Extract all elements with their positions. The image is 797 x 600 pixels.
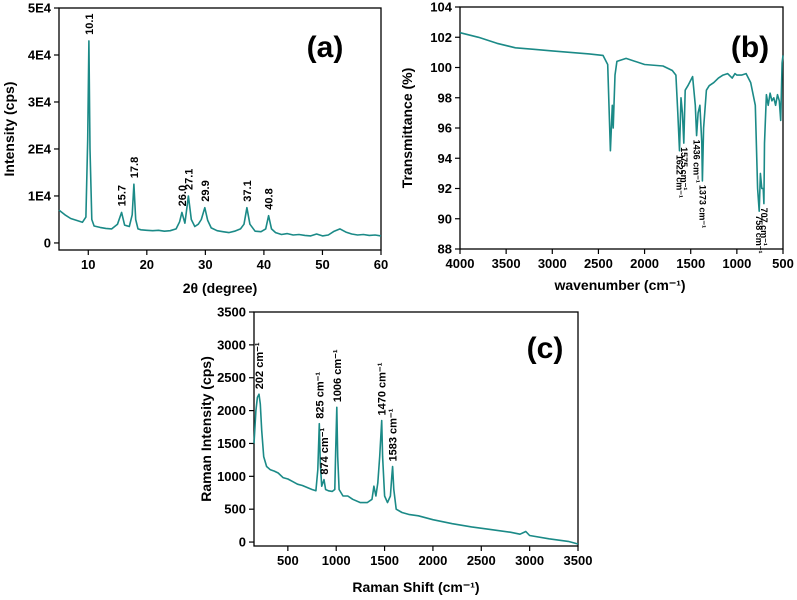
panel-c-x-axis-title: Raman Shift (cm⁻¹) — [352, 579, 479, 595]
x-tick-label: 3000 — [515, 553, 544, 568]
y-tick-label: 0 — [239, 535, 246, 550]
x-tick-label: 40 — [257, 257, 271, 272]
peak-label: 758 cm⁻¹ — [754, 215, 764, 253]
y-tick-label: 100 — [430, 60, 452, 75]
panel-c-peak-labels: 202 cm⁻¹ 825 cm⁻¹ 874 cm⁻¹ 1006 cm⁻¹ 1470 cm… — [254, 342, 400, 475]
x-tick-label: 2500 — [584, 256, 613, 271]
x-tick-label: 10 — [81, 257, 95, 272]
panel-a-plot-frame — [58, 7, 382, 251]
peak-label: 27.1 — [183, 169, 195, 190]
x-tick-label: 30 — [198, 257, 212, 272]
panel-a-y-axis-title: Intensity (cps) — [1, 82, 17, 177]
y-tick-label: 3500 — [217, 305, 246, 320]
y-tick-label: 4E4 — [28, 47, 52, 62]
x-tick-label: 3500 — [492, 256, 521, 271]
y-tick-label: 90 — [438, 211, 452, 226]
peak-label: 15.7 — [117, 185, 129, 206]
panel-c-y-axis-title: Raman Intensity (cps) — [198, 356, 214, 501]
x-tick-label: 50 — [315, 257, 329, 272]
panel-a-peak-labels: 10.1 15.717.8 26.027.1 29.9 37.1 40.8 — [84, 13, 276, 209]
peak-label: 874 cm⁻¹ — [319, 427, 331, 474]
panel-c-ticks: 500 1000 1500 2000 2500 3000 3500 0 500 1000 1500 2… — [217, 305, 592, 569]
peak-label: 37.1 — [242, 180, 254, 201]
panel-a-label: (a) — [307, 31, 344, 64]
panel-c-raman-trace — [253, 393, 579, 545]
x-tick-label: 2000 — [630, 256, 659, 271]
x-tick-label: 1500 — [370, 553, 399, 568]
x-tick-label: 60 — [374, 257, 388, 272]
panel-a-x-axis-title: 2θ (degree) — [183, 280, 257, 296]
peak-label: 1436 cm⁻¹ — [692, 140, 702, 183]
x-tick-label: 2000 — [418, 553, 447, 568]
x-tick-label: 1500 — [676, 256, 705, 271]
panel-a-xrd-trace — [58, 40, 382, 237]
peak-label: 707 cm⁻¹ — [759, 208, 769, 246]
y-tick-label: 2000 — [217, 403, 246, 418]
x-tick-label: 20 — [140, 257, 154, 272]
peak-label: 10.1 — [84, 13, 96, 34]
peak-label: 29.9 — [200, 180, 212, 201]
panel-b-ftir-trace — [459, 31, 784, 212]
y-tick-label: 5E4 — [28, 1, 52, 16]
y-tick-label: 88 — [438, 242, 452, 257]
x-tick-label: 3000 — [538, 256, 567, 271]
y-tick-label: 500 — [224, 502, 246, 517]
y-tick-label: 2E4 — [28, 141, 52, 156]
peak-label: 1006 cm⁻¹ — [332, 349, 344, 402]
y-tick-label: 1E4 — [28, 188, 52, 203]
peak-label: 1583 cm⁻¹ — [388, 408, 400, 461]
x-tick-label: 2500 — [467, 553, 496, 568]
panel-c-label: (c) — [527, 332, 564, 365]
panel-c-plot-frame — [253, 311, 579, 547]
x-tick-label: 3500 — [564, 553, 593, 568]
y-tick-label: 92 — [438, 181, 452, 196]
panel-b-y-axis-title: Transmittance (%) — [399, 68, 415, 189]
y-tick-label: 2500 — [217, 370, 246, 385]
peak-label: 40.8 — [264, 188, 276, 209]
panel-b-label: (b) — [731, 31, 769, 64]
peak-label: 17.8 — [129, 157, 141, 178]
y-tick-label: 1500 — [217, 436, 246, 451]
y-tick-label: 94 — [438, 151, 453, 166]
x-tick-label: 1000 — [322, 553, 351, 568]
panel-b-ticks: 4000 3500 3000 2500 2000 1500 1000 500 88 90 92 94 9… — [430, 0, 794, 271]
peak-label: 202 cm⁻¹ — [254, 342, 266, 389]
y-tick-label: 3E4 — [28, 94, 52, 109]
peak-label: 825 cm⁻¹ — [314, 372, 326, 419]
peak-label: 1575 cm⁻¹ — [679, 147, 689, 190]
x-tick-label: 500 — [277, 553, 299, 568]
y-tick-label: 1000 — [217, 469, 246, 484]
peak-label: 26.0 — [177, 185, 189, 206]
peak-label: 1622 cm⁻¹ — [675, 155, 685, 198]
y-tick-label: 102 — [430, 30, 452, 45]
panel-b-ftir-chart: 4000 3500 3000 2500 2000 1500 1000 500 88 90 92 94 9… — [399, 0, 794, 293]
y-tick-label: 104 — [430, 0, 452, 15]
panel-b-x-axis-title: wavenumber (cm⁻¹) — [553, 277, 685, 293]
peak-label: 1373 cm⁻¹ — [697, 185, 707, 228]
y-tick-label: 3000 — [217, 337, 246, 352]
y-tick-label: 96 — [438, 121, 452, 136]
y-tick-label: 0 — [44, 235, 51, 250]
panel-a-ticks: 10 20 30 40 50 60 0 1E4 2E4 3E4 4E4 5E4 — [28, 1, 388, 273]
panel-a-xrd-chart: 10 20 30 40 50 60 0 1E4 2E4 3E4 4E4 5E4 10.1 15.717.… — [1, 1, 388, 297]
y-tick-label: 98 — [438, 90, 452, 105]
x-tick-label: 1000 — [722, 256, 751, 271]
x-tick-label: 4000 — [446, 256, 475, 271]
panel-c-raman-chart: 500 1000 1500 2000 2500 3000 3500 0 500 1000 1500 2… — [198, 305, 592, 596]
x-tick-label: 500 — [772, 256, 794, 271]
peak-label: 1470 cm⁻¹ — [377, 362, 389, 415]
